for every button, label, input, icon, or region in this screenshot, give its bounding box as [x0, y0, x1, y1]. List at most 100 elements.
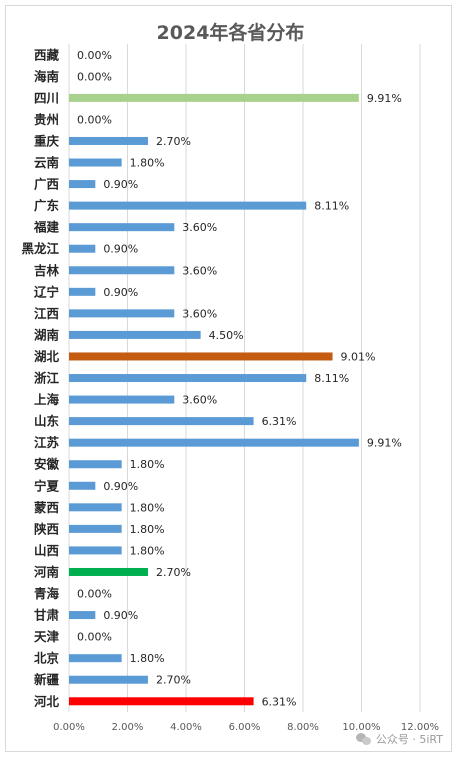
bar: [69, 330, 201, 339]
value-label: 2.70%: [156, 135, 191, 148]
x-tick-label: 0.00%: [53, 722, 85, 733]
value-label: 0.90%: [103, 286, 138, 299]
bar: [69, 93, 359, 102]
category-label: 江西: [34, 306, 59, 321]
chart-title: 2024年各省分布: [156, 22, 305, 44]
category-label: 广西: [34, 177, 59, 192]
category-label: 辽宁: [34, 284, 59, 299]
bar: [69, 309, 175, 318]
bar: [69, 697, 254, 706]
value-label: 1.80%: [130, 157, 165, 170]
bar: [69, 395, 175, 404]
bar: [69, 460, 122, 469]
bar: [69, 654, 122, 663]
value-label: 3.60%: [182, 264, 217, 277]
value-label: 4.50%: [209, 329, 244, 342]
value-label: 0.90%: [103, 609, 138, 622]
bar: [69, 481, 96, 490]
category-label: 浙江: [34, 371, 60, 386]
bar: [69, 438, 359, 447]
value-label: 1.80%: [130, 523, 165, 536]
x-tick-label: 10.00%: [342, 722, 380, 733]
category-label: 湖南: [34, 327, 60, 342]
watermark-text: 公众号 · 5iRT: [375, 733, 443, 746]
bar: [69, 611, 96, 620]
category-label: 湖北: [34, 349, 60, 364]
value-label: 9.91%: [367, 437, 402, 450]
bar: [69, 136, 148, 145]
value-label: 0.00%: [77, 49, 112, 62]
bar: [69, 524, 122, 533]
category-label: 山西: [34, 543, 59, 558]
value-label: 3.60%: [182, 221, 217, 234]
category-label: 河南: [34, 564, 60, 579]
category-label: 陕西: [34, 521, 59, 536]
value-label: 1.80%: [130, 501, 165, 514]
value-label: 1.80%: [130, 544, 165, 557]
value-label: 0.00%: [77, 70, 112, 83]
bar: [69, 352, 333, 361]
category-label: 重庆: [34, 133, 60, 148]
bar: [69, 244, 96, 253]
bar: [69, 567, 148, 576]
x-tick-label: 8.00%: [287, 722, 319, 733]
category-label: 安徽: [34, 457, 60, 472]
category-label: 天津: [34, 629, 60, 644]
value-label: 0.00%: [77, 631, 112, 644]
bar: [69, 266, 175, 275]
bar: [69, 180, 96, 189]
category-label: 贵州: [34, 112, 59, 127]
category-label: 宁夏: [34, 478, 60, 493]
category-label: 四川: [34, 90, 59, 105]
category-label: 西藏: [34, 47, 60, 62]
category-label: 北京: [34, 651, 60, 666]
category-label: 云南: [34, 155, 60, 170]
value-label: 6.31%: [262, 695, 297, 708]
category-label: 黑龙江: [21, 241, 59, 256]
category-label: 海南: [34, 69, 60, 84]
bar: [69, 287, 96, 296]
value-label: 9.01%: [341, 350, 376, 363]
x-tick-label: 2.00%: [112, 722, 144, 733]
category-label: 新疆: [34, 672, 60, 687]
value-label: 8.11%: [314, 372, 349, 385]
category-label: 广东: [34, 198, 60, 213]
value-label: 0.00%: [77, 588, 112, 601]
bar: [69, 158, 122, 167]
x-tick-label: 6.00%: [229, 722, 261, 733]
x-tick-label: 4.00%: [170, 722, 202, 733]
value-label: 0.00%: [77, 113, 112, 126]
category-label: 蒙西: [34, 500, 59, 515]
category-label: 上海: [34, 392, 60, 407]
category-label: 青海: [34, 586, 60, 601]
category-label: 甘肃: [34, 608, 60, 623]
value-label: 3.60%: [182, 307, 217, 320]
bar: [69, 374, 307, 383]
wechat-icon: [355, 733, 372, 745]
value-label: 8.11%: [314, 200, 349, 213]
x-tick-label: 12.00%: [401, 722, 439, 733]
bar: [69, 503, 122, 512]
watermark: 公众号 · 5iRT: [355, 731, 443, 747]
value-label: 3.60%: [182, 394, 217, 407]
bar: [69, 223, 175, 232]
bar: [69, 201, 307, 210]
category-label: 河北: [34, 694, 60, 709]
value-label: 1.80%: [130, 458, 165, 471]
bar: [69, 417, 254, 426]
value-label: 0.90%: [103, 480, 138, 493]
value-label: 9.91%: [367, 92, 402, 105]
value-label: 2.70%: [156, 674, 191, 687]
value-label: 0.90%: [103, 243, 138, 256]
value-label: 0.90%: [103, 178, 138, 191]
category-label: 福建: [33, 220, 60, 235]
value-label: 6.31%: [262, 415, 297, 428]
value-label: 1.80%: [130, 652, 165, 665]
category-label: 吉林: [34, 263, 60, 278]
value-label: 2.70%: [156, 566, 191, 579]
chart-frame: [5, 5, 452, 752]
bar: [69, 675, 148, 684]
category-label: 山东: [34, 414, 60, 429]
category-label: 江苏: [34, 435, 60, 450]
